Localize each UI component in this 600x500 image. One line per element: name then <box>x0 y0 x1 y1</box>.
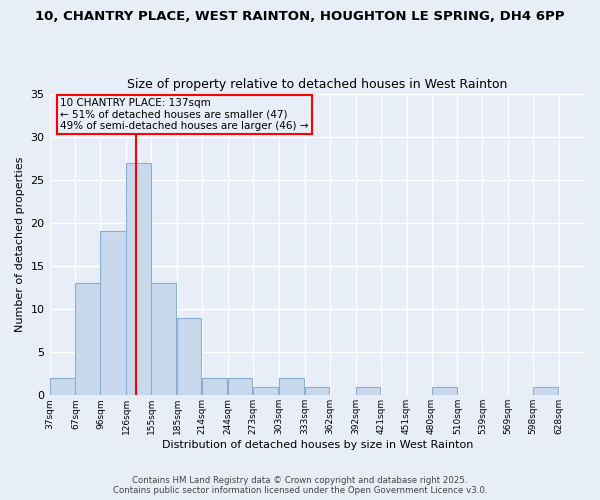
Y-axis label: Number of detached properties: Number of detached properties <box>15 156 25 332</box>
Text: 10 CHANTRY PLACE: 137sqm
← 51% of detached houses are smaller (47)
49% of semi-d: 10 CHANTRY PLACE: 137sqm ← 51% of detach… <box>60 98 309 132</box>
Bar <box>253 386 278 396</box>
Bar <box>202 378 227 396</box>
Bar <box>50 378 74 396</box>
Bar <box>177 318 202 396</box>
Title: Size of property relative to detached houses in West Rainton: Size of property relative to detached ho… <box>127 78 508 91</box>
Bar <box>100 232 125 396</box>
Text: Contains HM Land Registry data © Crown copyright and database right 2025.
Contai: Contains HM Land Registry data © Crown c… <box>113 476 487 495</box>
Bar <box>279 378 304 396</box>
X-axis label: Distribution of detached houses by size in West Rainton: Distribution of detached houses by size … <box>161 440 473 450</box>
Text: 10, CHANTRY PLACE, WEST RAINTON, HOUGHTON LE SPRING, DH4 6PP: 10, CHANTRY PLACE, WEST RAINTON, HOUGHTO… <box>35 10 565 23</box>
Bar <box>126 162 151 396</box>
Bar <box>305 386 329 396</box>
Bar <box>533 386 559 396</box>
Bar <box>228 378 252 396</box>
Bar <box>151 283 176 396</box>
Bar <box>431 386 457 396</box>
Bar <box>356 386 380 396</box>
Bar <box>76 283 100 396</box>
